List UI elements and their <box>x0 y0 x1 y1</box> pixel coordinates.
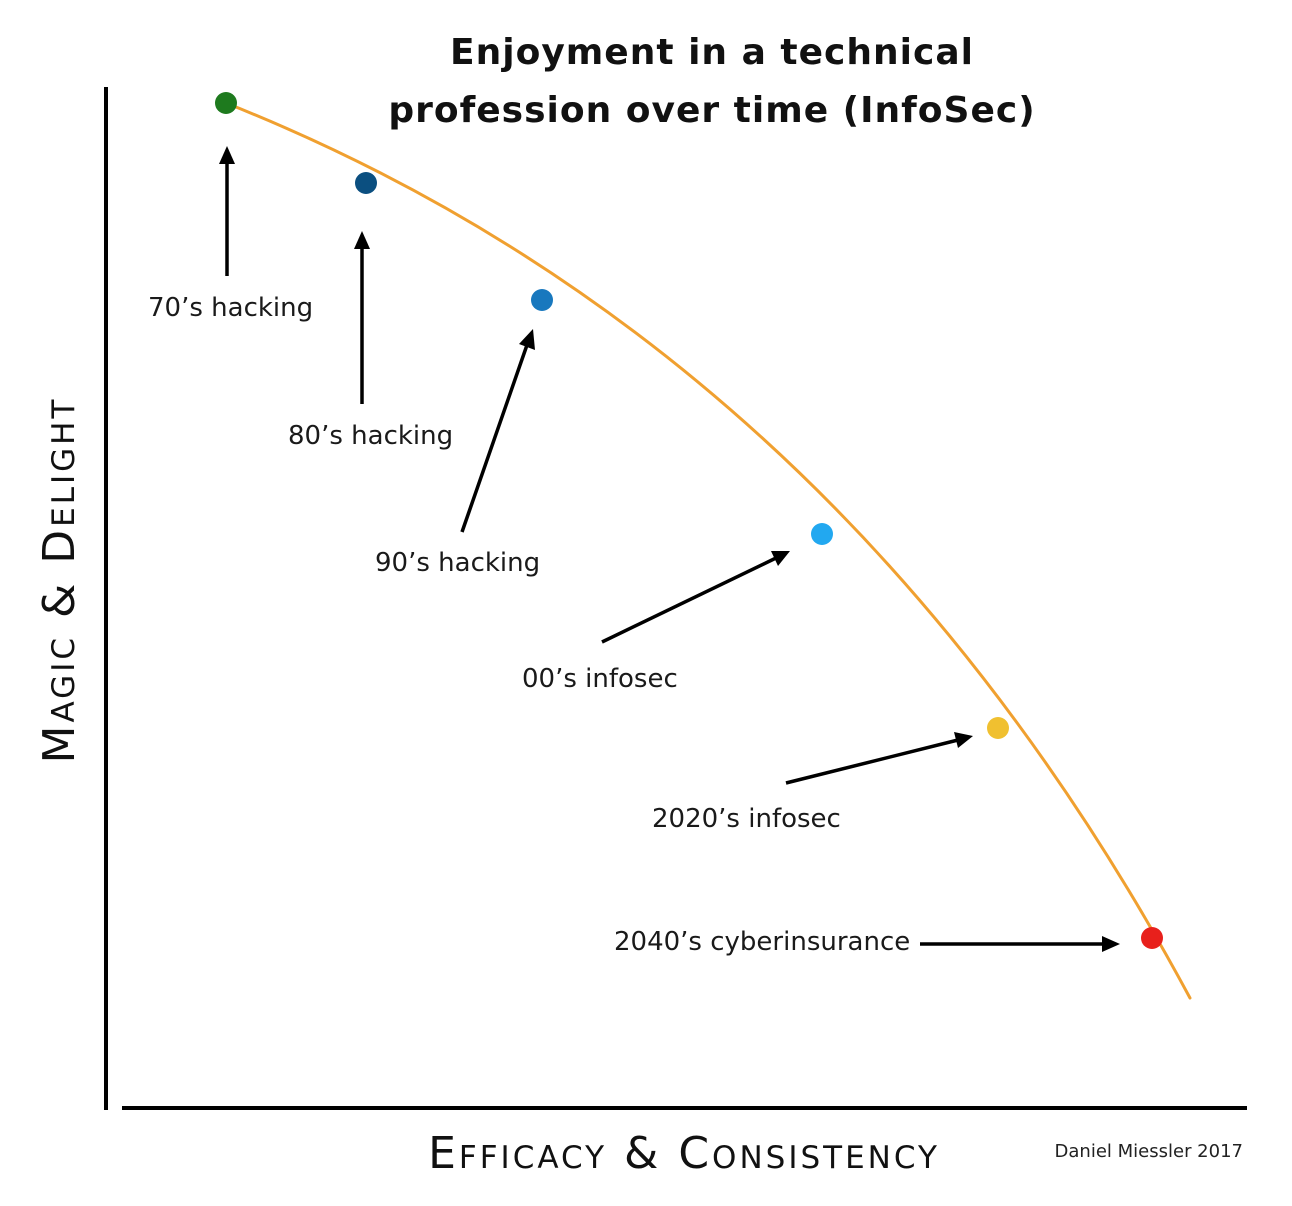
label-2040s-cyberinsurance: 2040’s cyberinsurance <box>614 927 910 957</box>
chart-title-line-1: Enjoyment in a technical <box>450 32 974 73</box>
point-70s-hacking <box>215 92 237 114</box>
arrow-2020s <box>785 732 973 785</box>
label-80s-hacking: 80’s hacking <box>288 421 453 451</box>
point-2020s-infosec <box>987 717 1009 739</box>
y-axis-label: Magic & Delight <box>34 397 85 764</box>
chart-title-line-2: profession over time (InfoSec) <box>388 90 1035 131</box>
point-90s-hacking <box>531 289 553 311</box>
label-00s-infosec: 00’s infosec <box>522 664 678 694</box>
arrow-70s <box>219 146 235 276</box>
label-90s-hacking: 90’s hacking <box>375 548 540 578</box>
arrow-90s <box>460 329 535 533</box>
x-axis-label: Efficacy & Consistency <box>428 1128 940 1179</box>
arrow-00s <box>601 551 790 644</box>
point-2040s-cyberinsurance <box>1141 927 1163 949</box>
point-80s-hacking <box>355 172 377 194</box>
point-00s-infosec <box>811 523 833 545</box>
arrow-80s <box>354 231 370 404</box>
label-70s-hacking: 70’s hacking <box>148 293 313 323</box>
credit-text: Daniel Miessler 2017 <box>1055 1141 1243 1162</box>
label-2020s-infosec: 2020’s infosec <box>652 804 841 834</box>
series-line <box>224 101 1192 1000</box>
arrow-2040s <box>920 936 1120 952</box>
